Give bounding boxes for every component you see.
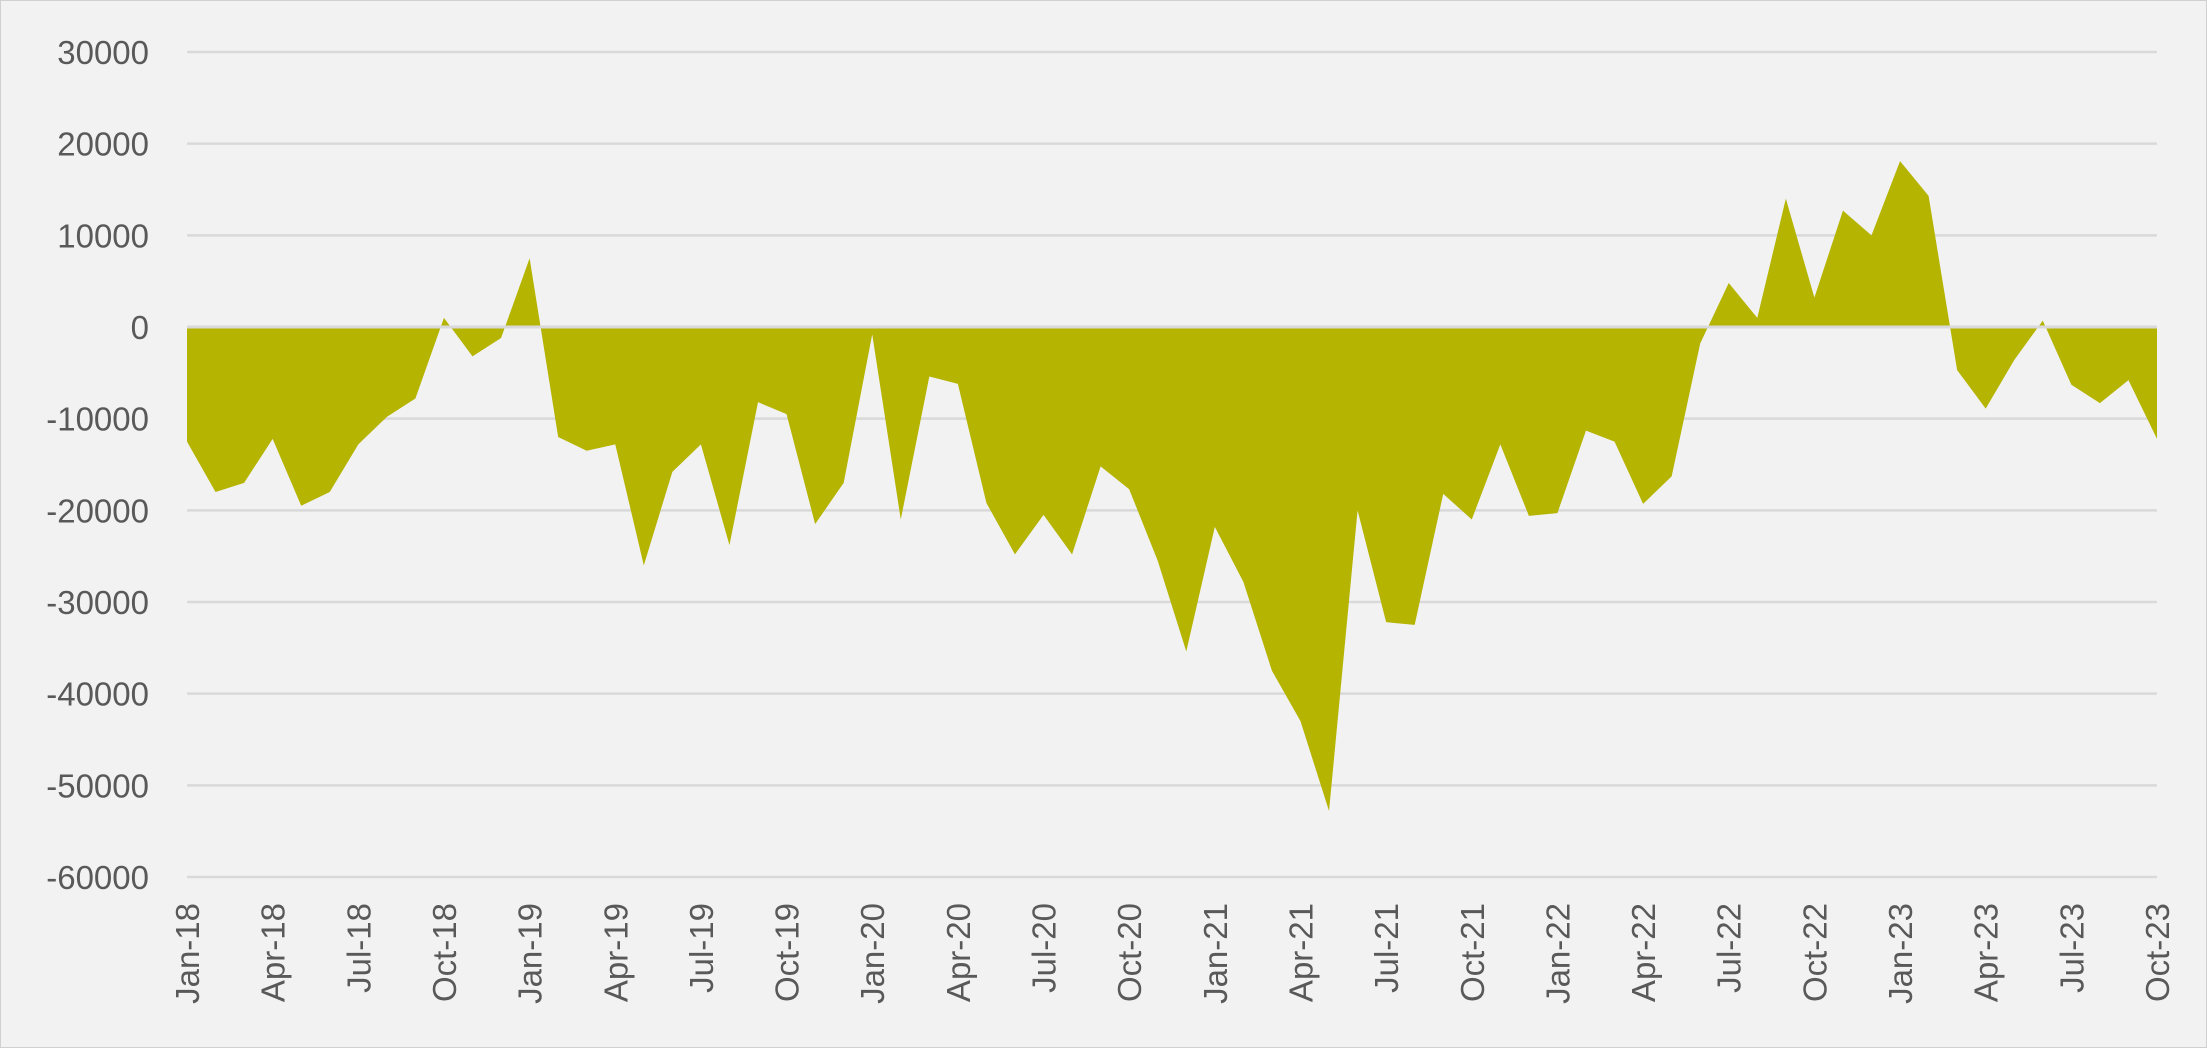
y-tick-label: 20000 — [57, 126, 149, 163]
x-tick-label: Oct-21 — [1454, 903, 1491, 1002]
y-tick-label: -50000 — [46, 767, 149, 804]
y-tick-label: -40000 — [46, 676, 149, 713]
y-tick-label: -10000 — [46, 401, 149, 438]
x-tick-label: Apr-21 — [1282, 903, 1319, 1002]
x-tick-label: Apr-18 — [255, 903, 292, 1002]
x-tick-label: Jul-22 — [1711, 903, 1748, 993]
x-tick-label: Oct-23 — [2139, 903, 2176, 1002]
x-tick-label: Jan-19 — [512, 903, 549, 1004]
x-tick-label: Jan-22 — [1539, 903, 1576, 1004]
x-tick-label: Jul-21 — [1368, 903, 1405, 993]
y-axis: 30000 20000 10000 0 -10000 -20000 -30000 -40000… — [46, 34, 149, 896]
x-tick-label: Apr-19 — [597, 903, 634, 1002]
x-tick-label: Oct-19 — [769, 903, 806, 1002]
y-tick-label: -20000 — [46, 492, 149, 529]
x-tick-label: Jan-20 — [854, 903, 891, 1004]
x-tick-label: Jan-23 — [1882, 903, 1919, 1004]
y-tick-label: 30000 — [57, 34, 149, 71]
x-tick-label: Apr-22 — [1625, 903, 1662, 1002]
x-tick-label: Jul-18 — [340, 903, 377, 993]
x-tick-label: Jan-18 — [169, 903, 206, 1004]
y-tick-label: -30000 — [46, 584, 149, 621]
area-series — [187, 161, 2157, 811]
x-tick-label: Jul-20 — [1026, 903, 1063, 993]
x-tick-label: Jul-23 — [2053, 903, 2090, 993]
x-tick-label: Apr-23 — [1968, 903, 2005, 1002]
y-tick-label: -60000 — [46, 859, 149, 896]
x-tick-label: Oct-18 — [426, 903, 463, 1002]
series-area — [187, 161, 2157, 811]
x-tick-label: Oct-20 — [1111, 903, 1148, 1002]
x-tick-label: Jan-21 — [1197, 903, 1234, 1004]
x-tick-label: Jul-19 — [683, 903, 720, 993]
x-axis: Jan-18 Apr-18 Jul-18 Oct-18 Jan-19 Apr-19 Jul-… — [169, 903, 2176, 1004]
x-tick-label: Oct-22 — [1796, 903, 1833, 1002]
x-tick-label: Apr-20 — [940, 903, 977, 1002]
y-tick-label: 10000 — [57, 217, 149, 254]
y-tick-label: 0 — [131, 309, 149, 346]
